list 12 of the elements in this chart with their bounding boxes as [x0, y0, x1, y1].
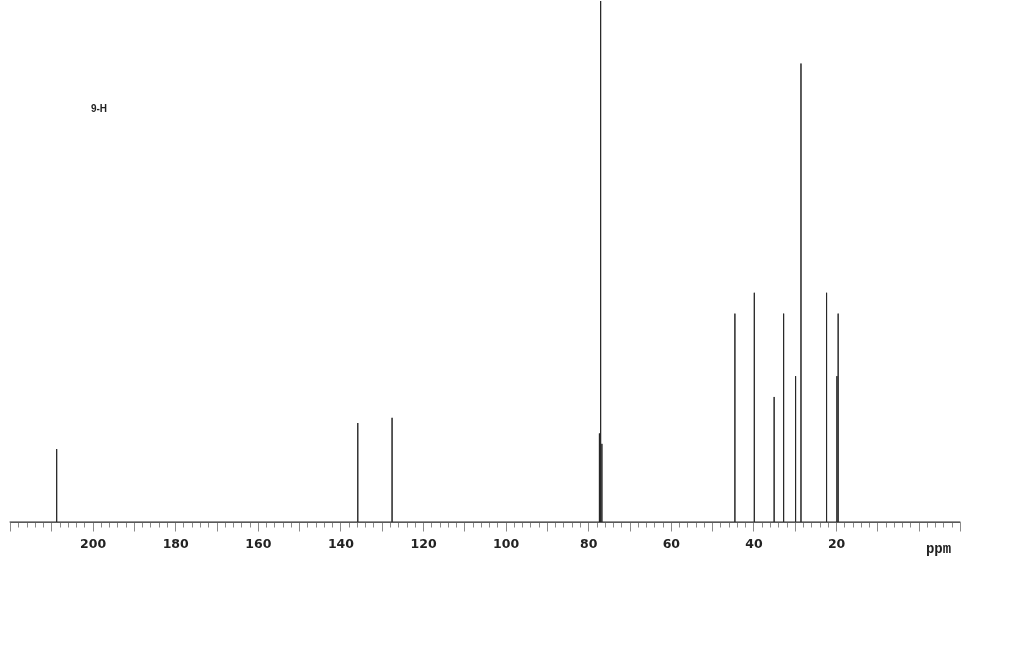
x-tick-label: 160	[245, 535, 272, 551]
x-tick-label: 40	[745, 535, 763, 551]
x-tick-label: 120	[410, 535, 437, 551]
x-axis-title: ppm	[925, 540, 952, 557]
annotation: 9-H	[90, 103, 108, 114]
x-tick-label: 180	[162, 535, 190, 551]
x-tick-label: 20	[827, 535, 846, 551]
x-tick-label: 60	[662, 535, 681, 551]
x-tick-label: 200	[80, 535, 107, 551]
x-tick-label: 100	[493, 535, 520, 551]
x-tick-label: 80	[580, 535, 598, 551]
x-tick-label: 140	[327, 535, 355, 551]
